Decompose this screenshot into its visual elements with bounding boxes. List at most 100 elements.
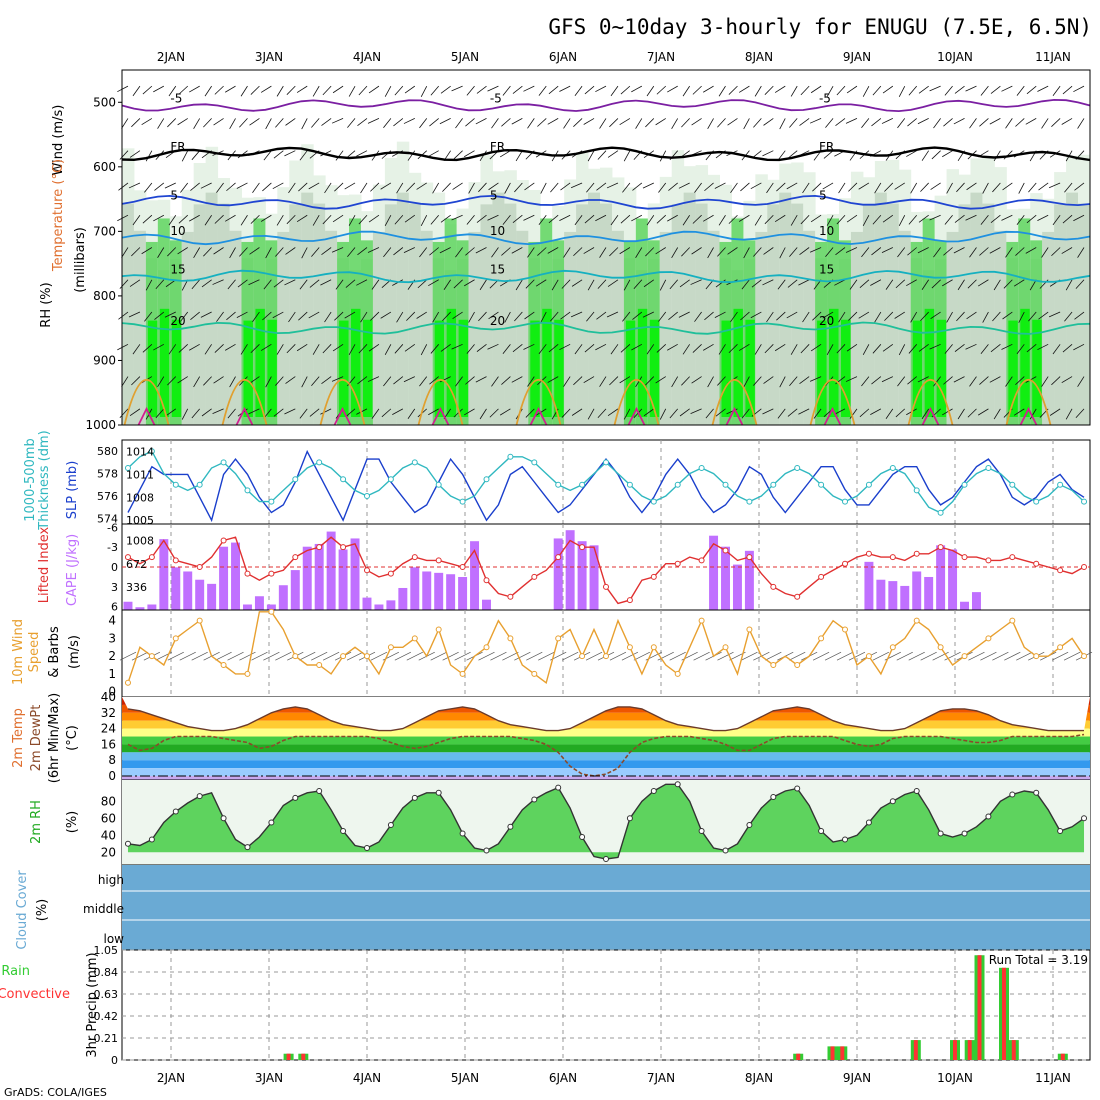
wind-barb (728, 214, 738, 224)
cape-bar (350, 538, 360, 610)
thickness-line-marker (435, 481, 442, 488)
contour-label: 20 (170, 314, 185, 328)
wind-barb (288, 182, 296, 194)
wind-barb (861, 118, 870, 129)
wind-barb (370, 182, 380, 192)
wind-barb (524, 182, 535, 191)
wind-barb (861, 376, 870, 387)
wind-barb (705, 408, 714, 419)
wind-barb (573, 376, 583, 386)
wind-barb (190, 182, 200, 191)
wind-barb (587, 408, 595, 420)
y-label-cloud-pct: (%) (35, 899, 50, 922)
wind-barb (515, 279, 523, 291)
wind-barb (380, 311, 392, 319)
rh-shade-bright (924, 308, 935, 417)
cape-bar (422, 571, 432, 610)
wind-barb (799, 118, 810, 126)
rh-line-marker (650, 788, 657, 795)
wind-barb (738, 343, 750, 351)
wind-speed-line-marker (244, 670, 251, 677)
wind-barb (980, 85, 989, 96)
y-label-slp: SLP (mb) (65, 461, 80, 520)
wind-barb (129, 150, 141, 158)
wind-barb (596, 182, 607, 191)
wind-barb (849, 408, 858, 419)
wind-barb (1001, 343, 1013, 350)
wind-barb (727, 247, 738, 255)
rh-shade-mid (372, 231, 386, 425)
wind-barb (942, 408, 953, 416)
wind-barb (921, 408, 930, 420)
rh-shade-bright (936, 319, 947, 417)
wind-barb (249, 376, 260, 384)
y-label-precip-conv: Convective (0, 987, 70, 1002)
wind-barb (308, 311, 320, 319)
wind-barb (491, 118, 499, 129)
wind-barb (645, 376, 655, 386)
wind-barb (691, 247, 702, 255)
rh-line-marker (1033, 789, 1040, 796)
wind-barb (275, 118, 284, 128)
wind-barb (430, 214, 439, 225)
lifted-index-line-marker (363, 567, 370, 574)
lifted-index-line-marker (1033, 560, 1040, 567)
cloud-level-low: low (104, 932, 125, 946)
wind-barb (321, 247, 332, 255)
wind-barb (515, 150, 523, 162)
wind-barb (668, 182, 678, 191)
wind-barb (404, 85, 416, 94)
wind-barb (753, 118, 762, 128)
wind-speed-line-marker (459, 670, 466, 677)
wind-barb (535, 408, 547, 416)
wind10m-panel: 0 1 2 3 4 10m Wind Speed & Barbs (m/s) (11, 608, 1093, 699)
wind-barb (1051, 376, 1061, 386)
cape-bar (243, 604, 252, 610)
rh-line-marker (889, 798, 896, 805)
wind-barb (213, 376, 224, 384)
wind-barb (1015, 376, 1025, 385)
temperature-tick: 32 (101, 706, 116, 720)
wind-speed-line-marker (483, 644, 490, 651)
wind-barb (193, 376, 201, 388)
wind-barb (862, 215, 870, 226)
wind-barb (622, 311, 631, 322)
wind-barb (931, 150, 941, 160)
wind-barb (718, 344, 726, 355)
wind-barb (502, 85, 511, 96)
wind-barb (440, 85, 451, 94)
surface-wind-barb (478, 651, 495, 661)
wind-barb (836, 344, 846, 354)
surface-wind-barb (1063, 651, 1081, 661)
wind-barb (930, 311, 941, 320)
wind-barb (895, 408, 906, 418)
wind-barb (586, 311, 595, 322)
wind-barb (129, 279, 141, 287)
wind-barb (990, 85, 1001, 94)
rh-line-marker (698, 828, 705, 834)
wind-barb (1003, 279, 1013, 289)
wind-barb (1061, 376, 1073, 384)
wind-barb (917, 247, 929, 254)
lifted-index-line-marker (555, 554, 562, 561)
surface-wind-barb (263, 651, 280, 661)
y-label-precip-total: Total / Rain (0, 964, 30, 979)
lifted-index-line-marker (268, 570, 275, 577)
wind-barb (762, 150, 774, 157)
wind-barb (966, 311, 977, 320)
precip-convective-bar (1011, 1040, 1016, 1060)
thickness-line-marker (579, 481, 586, 488)
wind-barb (908, 344, 918, 354)
wind-barb (584, 344, 595, 353)
wind-barb (442, 311, 451, 322)
wind-barb (690, 279, 702, 285)
wind-barb (212, 279, 224, 285)
wind-barb (394, 214, 404, 225)
wind-speed-line-marker (985, 635, 992, 642)
temperature-band (122, 768, 1090, 777)
wind-barb (917, 118, 929, 125)
precip-tick: 0.21 (94, 1032, 119, 1045)
wind-barb (1005, 118, 1013, 129)
wind-barb (704, 311, 714, 321)
wind-barb (881, 118, 893, 124)
